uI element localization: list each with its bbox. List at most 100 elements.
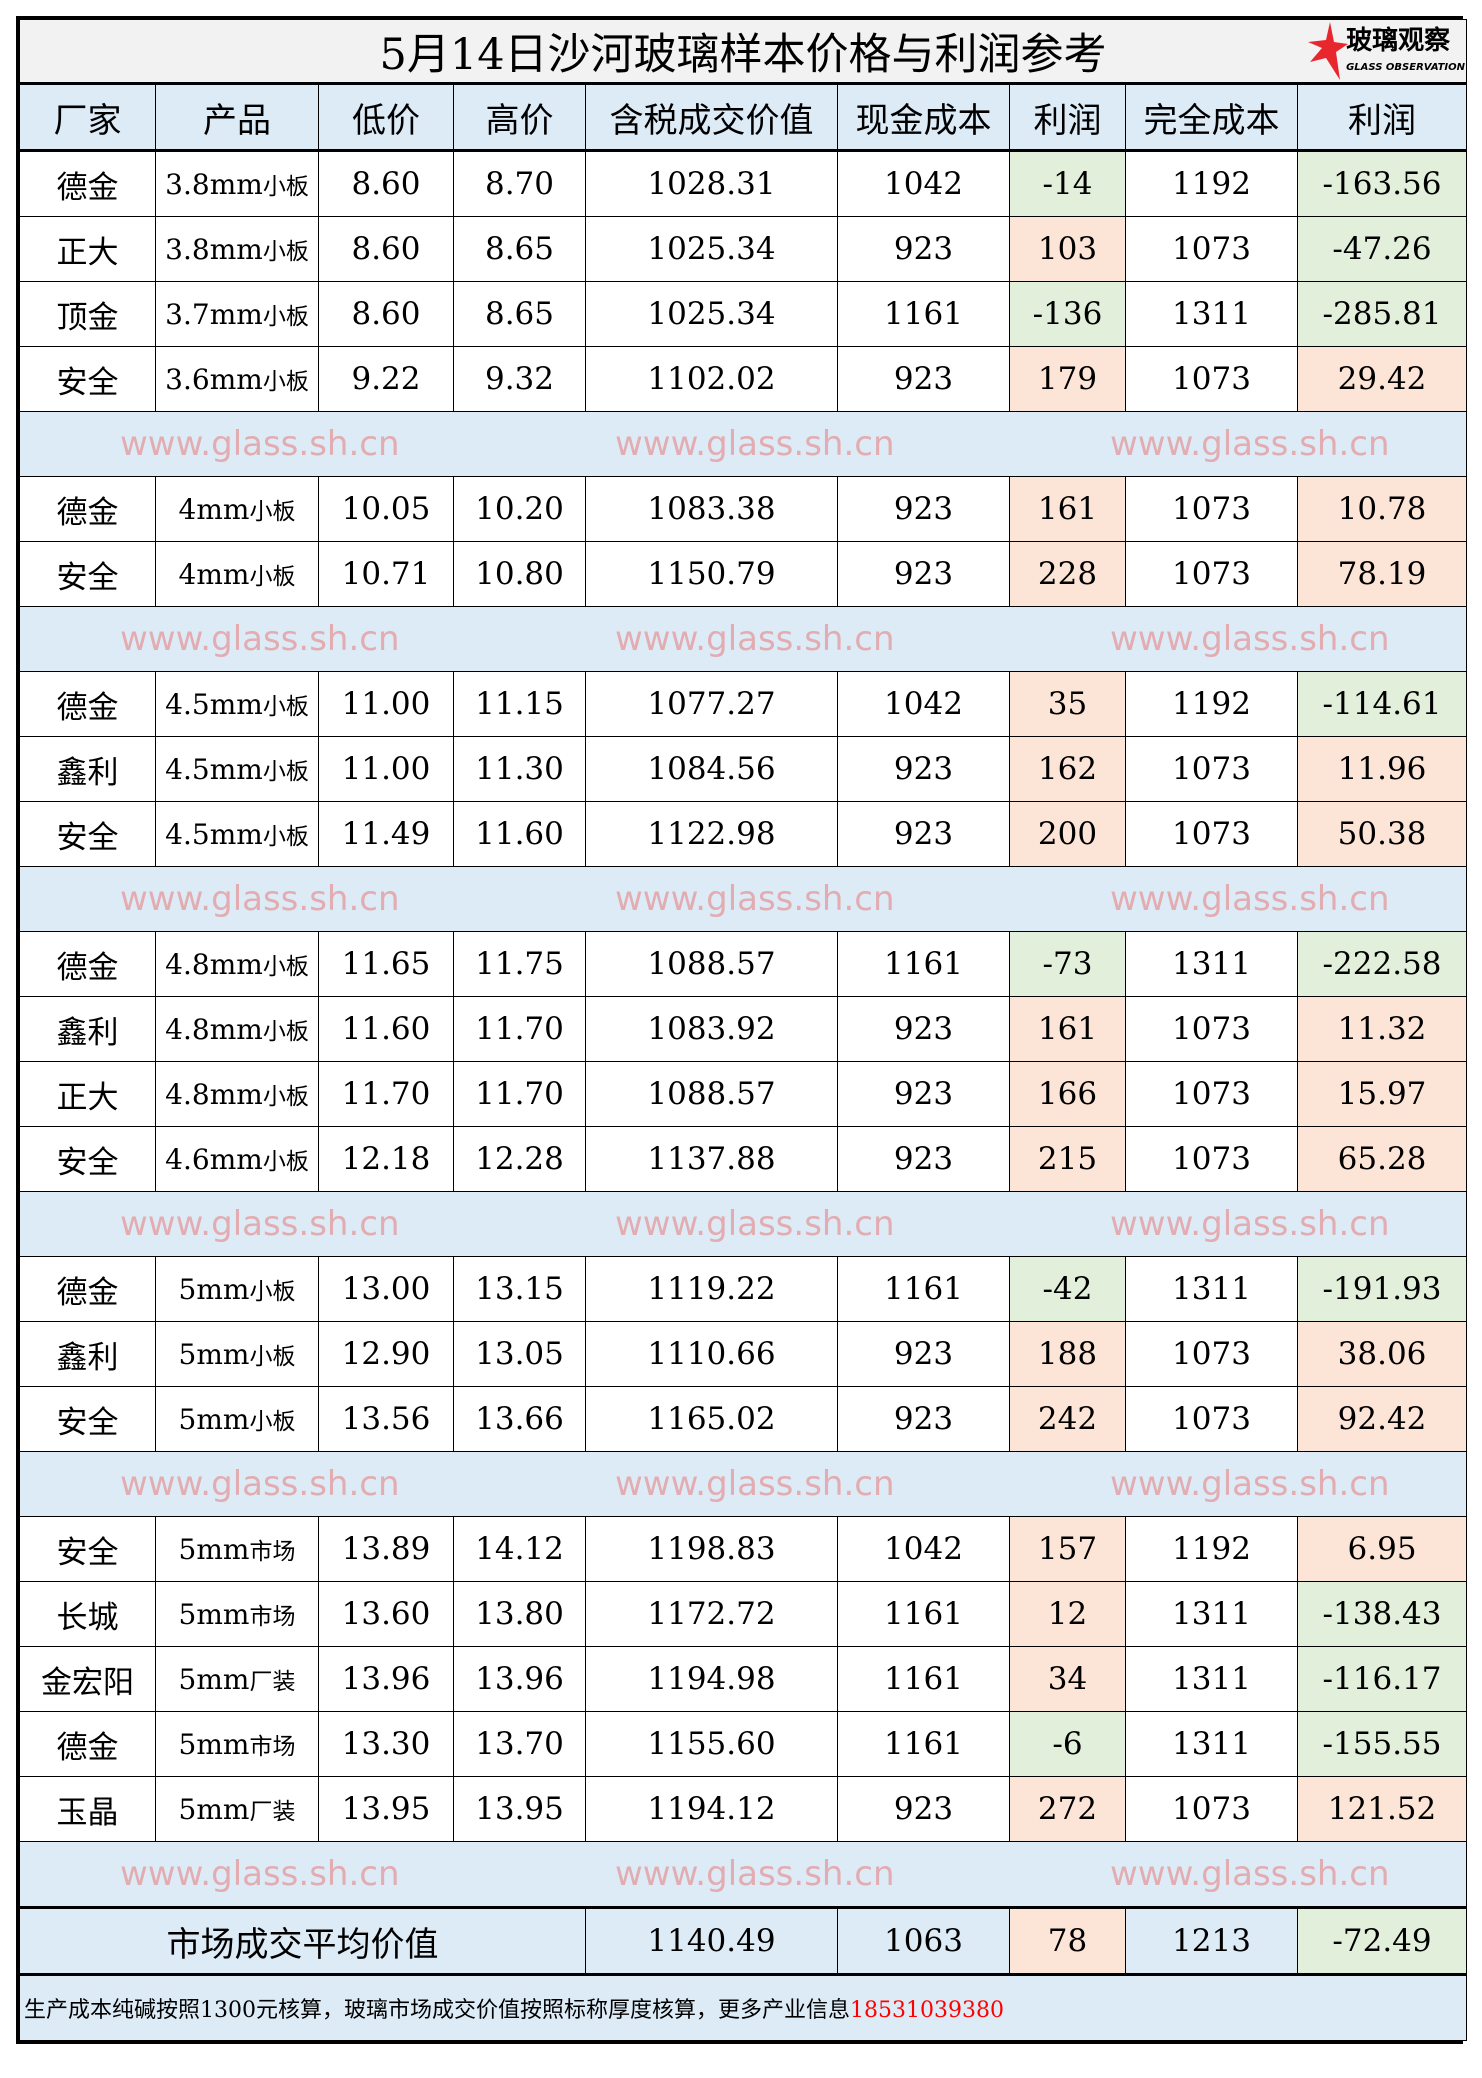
product-type: 小板 bbox=[262, 1019, 309, 1045]
product-type: 小板 bbox=[262, 1084, 309, 1110]
manufacturer-cell: 安全 bbox=[19, 801, 156, 867]
product-type: 市场 bbox=[249, 1604, 296, 1630]
table-row: 长城 5mm市场 13.60 13.80 1172.72 1161 12 1311 -138.4… bbox=[19, 1581, 1468, 1647]
tax-incl-value-cell: 1198.83 bbox=[585, 1516, 838, 1582]
product-type: 小板 bbox=[249, 1409, 296, 1435]
average-label: 市场成交平均价值 bbox=[19, 1906, 586, 1975]
watermark-text: www.glass.sh.cn bbox=[1110, 1464, 1390, 1504]
full-cost-cell: 1073 bbox=[1125, 1321, 1298, 1387]
profit-cell: -73 bbox=[1009, 931, 1126, 997]
spacer-cell: www.glass.sh.cn www.glass.sh.cn www.glass.… bbox=[18, 411, 1468, 477]
contact-phone: 18531039380 bbox=[850, 1998, 1004, 2023]
full-profit-cell: -191.93 bbox=[1296, 1256, 1468, 1322]
full-cost-cell: 1073 bbox=[1125, 541, 1298, 607]
watermark-text: www.glass.sh.cn bbox=[615, 1464, 895, 1504]
high-price-cell: 13.66 bbox=[453, 1386, 586, 1452]
high-price-cell: 10.80 bbox=[453, 541, 586, 607]
table-row: 德金 3.8mm小板 8.60 8.70 1028.31 1042 -14 1192 -163.… bbox=[19, 150, 1468, 217]
full-profit-cell: -222.58 bbox=[1296, 931, 1468, 997]
product-type: 小板 bbox=[262, 1149, 309, 1175]
high-price-cell: 9.32 bbox=[453, 346, 586, 412]
low-price-cell: 13.95 bbox=[318, 1776, 454, 1842]
table-row: 德金 5mm小板 13.00 13.15 1119.22 1161 -42 1311 -191.… bbox=[19, 1256, 1468, 1322]
tax-incl-value-cell: 1028.31 bbox=[585, 150, 838, 217]
product-type: 市场 bbox=[249, 1539, 296, 1565]
profit-cell: 242 bbox=[1009, 1386, 1126, 1452]
high-price-cell: 14.12 bbox=[453, 1516, 586, 1582]
profit-cell: 103 bbox=[1009, 216, 1126, 282]
product-cell: 4mm小板 bbox=[155, 541, 319, 607]
full-profit-cell: 38.06 bbox=[1296, 1321, 1468, 1387]
low-price-cell: 11.65 bbox=[318, 931, 454, 997]
watermark-text: www.glass.sh.cn bbox=[1110, 1204, 1390, 1244]
product-cell: 4.8mm小板 bbox=[155, 996, 319, 1062]
product-thickness: 4.5mm bbox=[165, 818, 263, 851]
cash-cost-cell: 923 bbox=[837, 1386, 1010, 1452]
low-price-cell: 8.60 bbox=[318, 150, 454, 217]
product-thickness: 4.5mm bbox=[165, 753, 263, 786]
full-profit-cell: 15.97 bbox=[1296, 1061, 1468, 1127]
product-type: 小板 bbox=[262, 694, 309, 720]
full-cost-cell: 1073 bbox=[1125, 346, 1298, 412]
product-thickness: 4.8mm bbox=[165, 1013, 263, 1046]
low-price-cell: 11.70 bbox=[318, 1061, 454, 1127]
cash-cost-cell: 1161 bbox=[837, 931, 1010, 997]
manufacturer-cell: 德金 bbox=[19, 1711, 156, 1777]
low-price-cell: 12.90 bbox=[318, 1321, 454, 1387]
product-thickness: 4.6mm bbox=[165, 1143, 263, 1176]
product-type: 市场 bbox=[249, 1734, 296, 1760]
red-star-icon bbox=[1308, 22, 1349, 80]
average-full-profit: -72.49 bbox=[1296, 1906, 1468, 1975]
high-price-cell: 13.96 bbox=[453, 1646, 586, 1712]
tax-incl-value-cell: 1084.56 bbox=[585, 736, 838, 802]
table-row: 金宏阳 5mm厂装 13.96 13.96 1194.98 1161 34 1311 -116.… bbox=[19, 1646, 1468, 1712]
product-cell: 4.6mm小板 bbox=[155, 1126, 319, 1192]
full-cost-cell: 1073 bbox=[1125, 1061, 1298, 1127]
low-price-cell: 11.49 bbox=[318, 801, 454, 867]
product-thickness: 5mm bbox=[178, 1663, 250, 1696]
profit-cell: 161 bbox=[1009, 476, 1126, 542]
profit-cell: 12 bbox=[1009, 1581, 1126, 1647]
profit-cell: 200 bbox=[1009, 801, 1126, 867]
profit-cell: 188 bbox=[1009, 1321, 1126, 1387]
table-row: 德金 4.5mm小板 11.00 11.15 1077.27 1042 35 1192 -114… bbox=[19, 671, 1468, 737]
product-thickness: 3.8mm bbox=[165, 168, 263, 201]
manufacturer-cell: 德金 bbox=[19, 150, 156, 217]
watermark-text: www.glass.sh.cn bbox=[615, 879, 895, 919]
high-price-cell: 11.75 bbox=[453, 931, 586, 997]
spacer-row: www.glass.sh.cn www.glass.sh.cn www.glass.… bbox=[18, 1451, 1468, 1517]
low-price-cell: 8.60 bbox=[318, 281, 454, 347]
high-price-cell: 11.30 bbox=[453, 736, 586, 802]
high-price-cell: 11.70 bbox=[453, 996, 586, 1062]
product-cell: 4.5mm小板 bbox=[155, 801, 319, 867]
full-profit-cell: -138.43 bbox=[1296, 1581, 1468, 1647]
manufacturer-cell: 鑫利 bbox=[19, 736, 156, 802]
manufacturer-cell: 鑫利 bbox=[19, 1321, 156, 1387]
low-price-cell: 13.00 bbox=[318, 1256, 454, 1322]
product-thickness: 3.6mm bbox=[165, 363, 263, 396]
cash-cost-cell: 923 bbox=[837, 476, 1010, 542]
profit-cell: 35 bbox=[1009, 671, 1126, 737]
table-row: 鑫利 4.8mm小板 11.60 11.70 1083.92 923 161 1073 11.3… bbox=[19, 996, 1468, 1062]
profit-cell: -14 bbox=[1009, 150, 1126, 217]
product-cell: 5mm市场 bbox=[155, 1581, 319, 1647]
low-price-cell: 13.89 bbox=[318, 1516, 454, 1582]
product-cell: 4.8mm小板 bbox=[155, 1061, 319, 1127]
low-price-cell: 11.60 bbox=[318, 996, 454, 1062]
average-cash-cost: 1063 bbox=[837, 1906, 1010, 1975]
table-row: 安全 4.6mm小板 12.18 12.28 1137.88 923 215 1073 65.2… bbox=[19, 1126, 1468, 1192]
product-cell: 4.5mm小板 bbox=[155, 736, 319, 802]
logo-subtext: GLASS OBSERVATION bbox=[1346, 62, 1466, 73]
full-cost-cell: 1311 bbox=[1125, 931, 1298, 997]
watermark-text: www.glass.sh.cn bbox=[615, 1204, 895, 1244]
product-thickness: 4.8mm bbox=[165, 1078, 263, 1111]
product-cell: 4.5mm小板 bbox=[155, 671, 319, 737]
manufacturer-cell: 金宏阳 bbox=[19, 1646, 156, 1712]
cash-cost-cell: 923 bbox=[837, 346, 1010, 412]
full-profit-cell: 10.78 bbox=[1296, 476, 1468, 542]
product-cell: 4mm小板 bbox=[155, 476, 319, 542]
header-tax-incl-value: 含税成交价值 bbox=[585, 83, 838, 152]
product-thickness: 5mm bbox=[178, 1598, 250, 1631]
cash-cost-cell: 923 bbox=[837, 216, 1010, 282]
product-thickness: 3.7mm bbox=[165, 298, 263, 331]
